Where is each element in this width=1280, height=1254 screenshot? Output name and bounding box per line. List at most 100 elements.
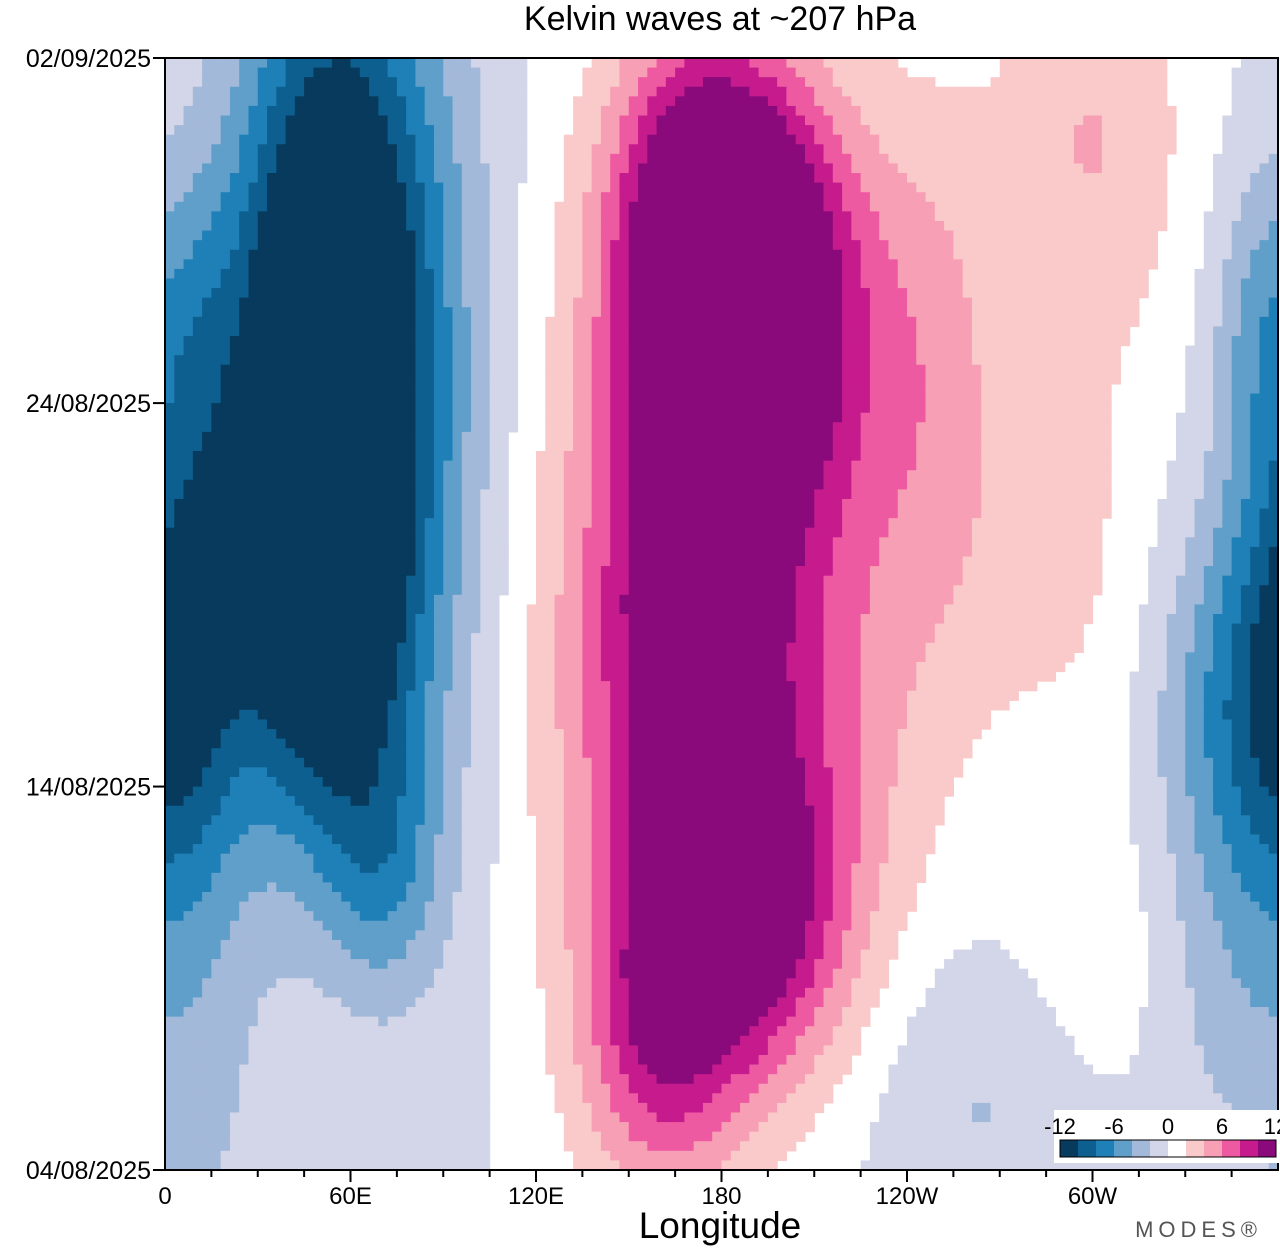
heatmap-cell xyxy=(675,153,686,165)
heatmap-cell xyxy=(693,355,704,366)
heatmap-cell xyxy=(1138,201,1149,212)
heatmap-cell xyxy=(869,422,880,433)
heatmap-cell xyxy=(378,86,389,97)
heatmap-cell xyxy=(276,115,287,126)
heatmap-cell xyxy=(823,431,834,443)
heatmap-cell xyxy=(851,412,862,423)
heatmap-cell xyxy=(573,422,583,433)
heatmap-cell xyxy=(322,460,333,471)
heatmap-cell xyxy=(832,278,843,289)
heatmap-cell xyxy=(183,105,194,117)
heatmap-cell xyxy=(1055,374,1066,385)
heatmap-cell xyxy=(248,288,259,299)
heatmap-cell xyxy=(350,153,361,165)
heatmap-cell xyxy=(971,393,982,404)
heatmap-cell xyxy=(257,77,268,88)
heatmap-cell xyxy=(341,96,352,107)
heatmap-cell xyxy=(786,153,797,165)
heatmap-cell xyxy=(619,153,630,165)
heatmap-cell xyxy=(1259,441,1270,452)
heatmap-cell xyxy=(647,192,658,203)
heatmap-cell xyxy=(378,336,389,347)
heatmap-cell xyxy=(1018,479,1029,490)
heatmap-cell xyxy=(925,125,936,136)
heatmap-cell xyxy=(814,192,825,203)
heatmap-cell xyxy=(740,470,750,481)
heatmap-cell xyxy=(795,451,806,462)
heatmap-cell xyxy=(1055,326,1066,337)
heatmap-cell xyxy=(693,403,704,414)
heatmap-cell xyxy=(1046,288,1057,299)
heatmap-cell xyxy=(480,412,491,423)
heatmap-cell xyxy=(1027,259,1038,270)
heatmap-cell xyxy=(999,479,1010,490)
heatmap-cell xyxy=(962,220,973,232)
heatmap-cell xyxy=(489,412,500,423)
heatmap-cell xyxy=(471,259,481,270)
heatmap-cell xyxy=(1222,393,1233,404)
heatmap-cell xyxy=(712,422,723,433)
heatmap-cell xyxy=(842,77,852,88)
heatmap-cell xyxy=(1129,58,1140,69)
heatmap-cell xyxy=(285,403,296,414)
heatmap-cell xyxy=(1009,201,1019,212)
heatmap-cell xyxy=(183,240,194,251)
heatmap-cell xyxy=(916,412,927,423)
heatmap-cell xyxy=(944,393,954,404)
heatmap-cell xyxy=(795,115,806,126)
heatmap-cell xyxy=(1064,422,1075,433)
heatmap-cell xyxy=(1046,77,1057,88)
heatmap-cell xyxy=(165,288,175,299)
heatmap-cell xyxy=(331,211,342,222)
heatmap-cell xyxy=(452,58,463,69)
heatmap-cell xyxy=(879,403,890,414)
heatmap-cell xyxy=(1148,173,1159,184)
heatmap-cell xyxy=(1120,115,1131,126)
heatmap-cell xyxy=(879,259,890,270)
heatmap-cell xyxy=(823,220,834,232)
heatmap-cell xyxy=(1009,336,1019,347)
heatmap-cell xyxy=(554,288,565,299)
heatmap-cell xyxy=(582,105,593,117)
heatmap-cell xyxy=(1027,374,1038,385)
heatmap-cell xyxy=(721,240,732,251)
heatmap-cell xyxy=(981,297,992,308)
heatmap-cell xyxy=(851,431,862,443)
heatmap-cell xyxy=(461,307,472,318)
heatmap-cell xyxy=(1194,268,1205,280)
heatmap-cell xyxy=(1027,460,1038,471)
heatmap-cell xyxy=(480,105,491,117)
heatmap-cell xyxy=(369,479,379,490)
heatmap-cell xyxy=(721,345,732,356)
heatmap-cell xyxy=(406,77,417,88)
heatmap-cell xyxy=(749,240,760,251)
heatmap-cell xyxy=(656,67,667,78)
heatmap-cell xyxy=(220,403,231,414)
heatmap-cell xyxy=(869,278,880,289)
heatmap-cell xyxy=(767,345,778,356)
heatmap-cell xyxy=(1092,182,1103,193)
heatmap-cell xyxy=(396,201,407,212)
heatmap-cell xyxy=(749,173,760,184)
heatmap-cell xyxy=(248,383,259,395)
heatmap-cell xyxy=(740,115,750,126)
heatmap-cell xyxy=(257,336,268,347)
heatmap-cell xyxy=(721,125,732,136)
heatmap-cell xyxy=(359,326,370,337)
heatmap-cell xyxy=(331,240,342,251)
heatmap-cell xyxy=(498,144,509,155)
heatmap-cell xyxy=(925,326,936,337)
heatmap-cell xyxy=(267,441,277,452)
heatmap-cell xyxy=(554,431,565,443)
heatmap-cell xyxy=(285,355,296,366)
heatmap-cell xyxy=(628,182,639,193)
heatmap-cell xyxy=(331,422,342,433)
heatmap-cell xyxy=(192,96,203,107)
heatmap-cell xyxy=(702,153,713,165)
heatmap-cell xyxy=(257,192,268,203)
heatmap-cell xyxy=(1064,125,1075,136)
heatmap-cell xyxy=(415,182,426,193)
heatmap-cell xyxy=(795,403,806,414)
heatmap-cell xyxy=(369,125,379,136)
heatmap-cell xyxy=(610,67,621,78)
